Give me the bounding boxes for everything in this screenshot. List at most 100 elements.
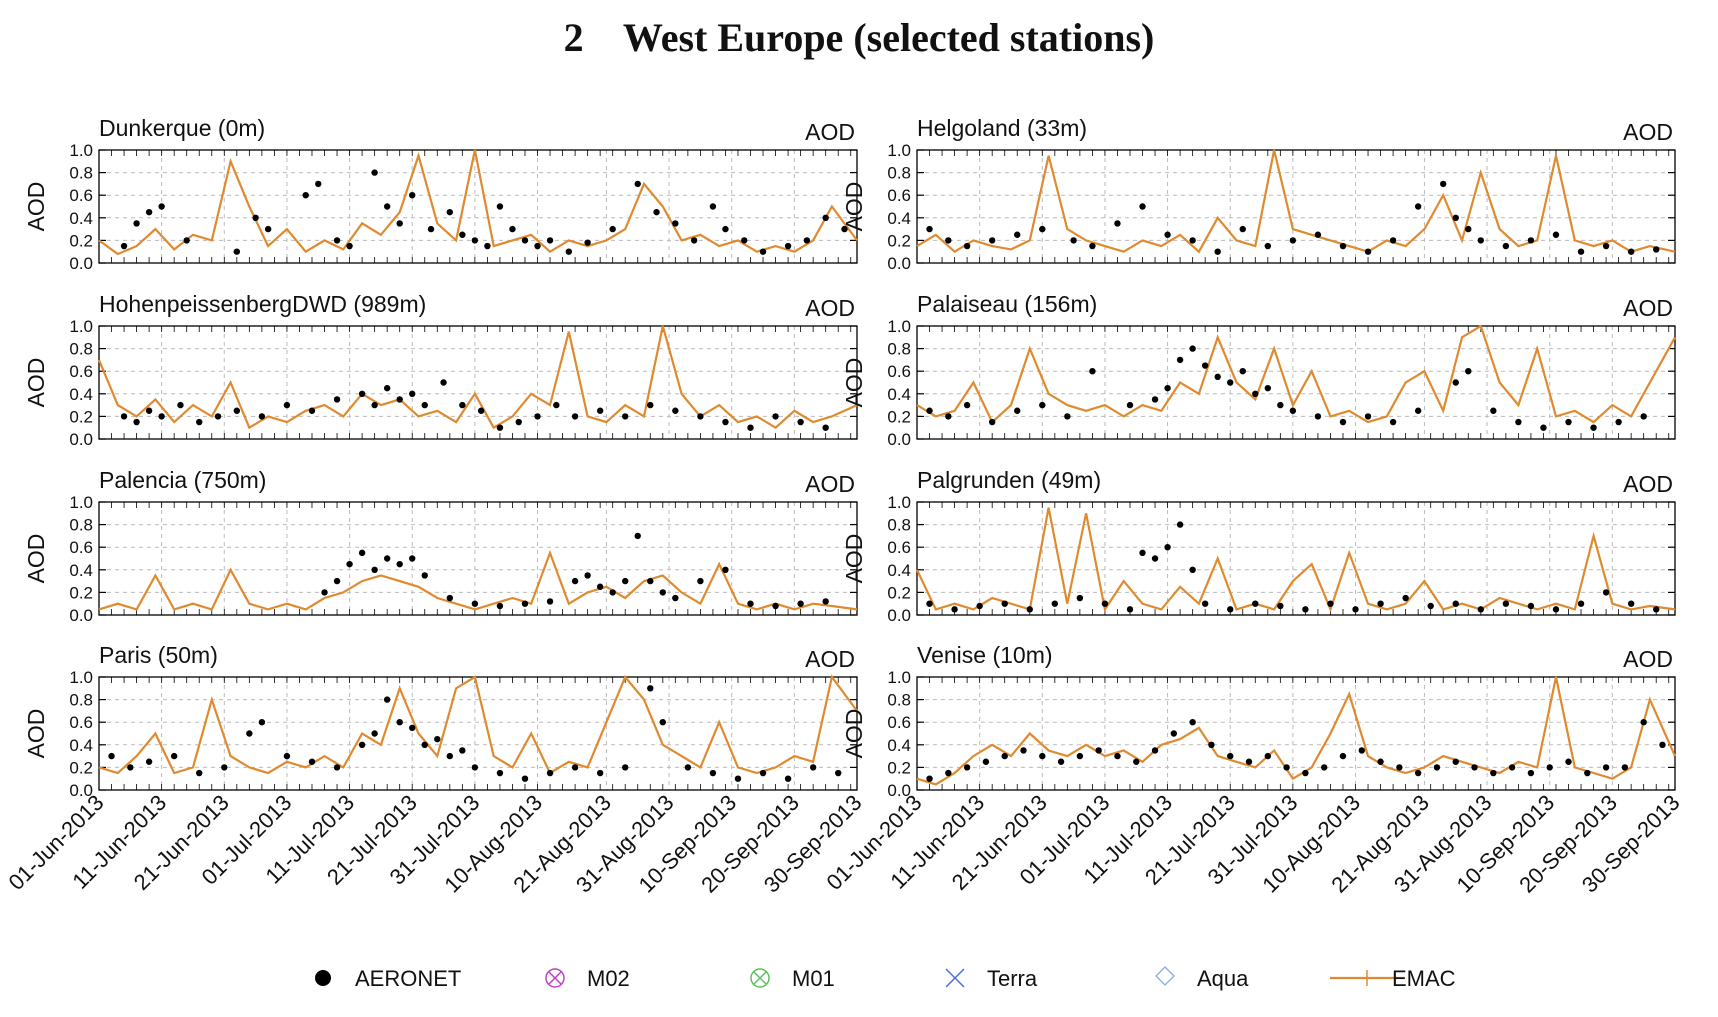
aeronet-point — [1590, 424, 1597, 431]
aeronet-point — [1621, 764, 1629, 771]
aeronet-point — [346, 560, 353, 568]
aeronet-point — [145, 407, 153, 414]
aeronet-point — [1565, 418, 1572, 426]
aeronet-point — [396, 560, 403, 568]
aeronet-point — [1452, 214, 1459, 221]
aeronet-point — [358, 741, 366, 748]
aeronet-point — [747, 424, 754, 431]
aeronet-point — [609, 589, 616, 596]
aeronet-point — [822, 214, 829, 221]
y-axis-label: AOD — [23, 182, 49, 232]
y-tick-label: 0.4 — [69, 561, 93, 580]
aeronet-point — [709, 203, 717, 210]
aeronet-point — [1126, 606, 1134, 613]
aeronet-point — [283, 401, 291, 409]
aeronet-point — [1277, 602, 1284, 610]
station-title: Helgoland (33m) — [917, 115, 1087, 141]
aeronet-point — [471, 237, 479, 244]
aeronet-point — [1176, 356, 1184, 364]
aeronet-point — [647, 577, 654, 585]
panel-frame — [98, 501, 858, 616]
aeronet-point — [509, 225, 516, 233]
aeronet-point — [1070, 237, 1077, 244]
station-title: Dunkerque (0m) — [99, 115, 265, 141]
station-title: Palgrunden (49m) — [917, 467, 1101, 493]
aeronet-point — [1114, 220, 1121, 227]
emac-series-line — [98, 674, 858, 775]
aeronet-point — [371, 566, 378, 573]
y-tick-label: 0.4 — [887, 561, 911, 580]
aeronet-point — [1039, 401, 1046, 409]
panel-variable-tag: AOD — [805, 471, 855, 497]
aeronet-point — [1502, 600, 1510, 607]
aeronet-point — [1001, 600, 1008, 607]
aeronet-point — [1627, 600, 1635, 607]
y-tick-label: 0.4 — [887, 209, 911, 228]
aeronet-point — [333, 577, 341, 585]
aeronet-point — [945, 237, 952, 244]
aeronet-point — [546, 769, 554, 777]
aeronet-point — [221, 764, 228, 771]
aeronet-point — [1414, 769, 1422, 777]
aeronet-point — [1427, 602, 1434, 610]
y-tick-label: 1.0 — [69, 317, 93, 336]
legend-label-terra: Terra — [987, 966, 1038, 991]
aeronet-point — [1277, 401, 1284, 409]
y-tick-label: 0.0 — [69, 781, 93, 800]
aeronet-point — [346, 242, 353, 250]
aeronet-point — [1039, 225, 1046, 233]
aeronet-point — [690, 237, 698, 244]
aeronet-point — [672, 220, 679, 227]
y-tick-label: 0.8 — [69, 516, 93, 535]
y-tick-label: 0.8 — [887, 340, 911, 359]
aeronet-point — [446, 208, 454, 216]
aeronet-point — [809, 764, 817, 771]
aeronet-point — [1227, 379, 1234, 386]
panel-frame — [98, 149, 858, 264]
aeronet-point — [1227, 606, 1234, 613]
aeronet-point — [127, 764, 134, 771]
legend-label-m02: M02 — [587, 966, 630, 991]
aeronet-point — [196, 418, 203, 426]
aeronet-point — [459, 747, 466, 754]
aeronet-point — [1020, 747, 1027, 754]
aeronet-point — [1101, 600, 1109, 607]
y-axis-label: AOD — [23, 709, 49, 759]
aeronet-point — [1089, 242, 1096, 250]
station-title: Venise (10m) — [917, 642, 1053, 668]
station-title: HohenpeissenbergDWD (989m) — [99, 291, 426, 317]
aeronet-point — [358, 390, 366, 397]
y-tick-label: 0.4 — [69, 209, 93, 228]
aeronet-point — [1490, 407, 1497, 414]
aeronet-point — [1527, 769, 1535, 777]
aeronet-point — [383, 384, 391, 392]
aeronet-point — [1252, 600, 1259, 607]
y-tick-label: 1.0 — [887, 668, 911, 687]
y-tick-label: 0.2 — [69, 231, 93, 250]
aeronet-point — [1289, 237, 1297, 244]
emac-series-line — [97, 325, 858, 430]
legend-marker-aeronet — [315, 970, 331, 986]
legend-marker-terra — [945, 968, 965, 988]
aeronet-point — [926, 775, 933, 782]
aeronet-point — [521, 775, 529, 782]
panel-frame — [916, 676, 1676, 791]
y-axis-label: AOD — [23, 534, 49, 584]
aeronet-point — [596, 407, 604, 414]
aeronet-point — [988, 418, 996, 426]
aeronet-point — [459, 401, 466, 409]
aeronet-point — [333, 396, 341, 403]
panel-frame — [98, 676, 858, 791]
aeronet-point — [546, 598, 554, 605]
aeronet-point — [1389, 418, 1397, 426]
y-tick-label: 1.0 — [887, 141, 911, 160]
aeronet-point — [1264, 384, 1272, 392]
aeronet-point — [596, 583, 604, 590]
aeronet-point — [108, 752, 115, 760]
emac-series-line — [916, 507, 1676, 613]
y-tick-label: 0.0 — [887, 430, 911, 449]
aeronet-point — [1508, 764, 1516, 771]
aeronet-point — [1201, 600, 1209, 607]
y-tick-label: 0.6 — [69, 362, 93, 381]
